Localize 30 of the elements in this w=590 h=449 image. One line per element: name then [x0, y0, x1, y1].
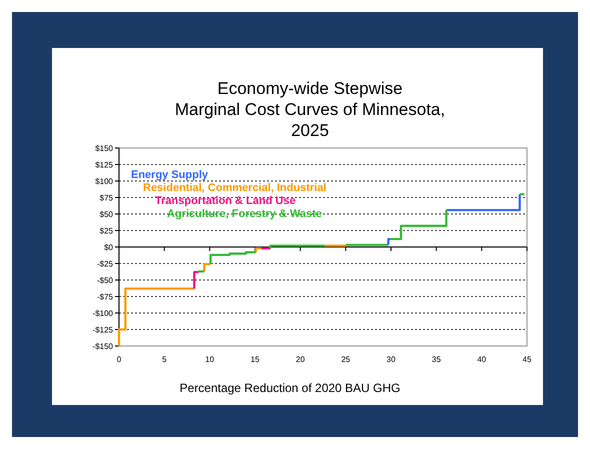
- x-tick-label: 15: [250, 355, 260, 364]
- y-tick-label: -$25: [96, 260, 114, 268]
- y-tick-label: $150: [95, 144, 114, 153]
- x-axis-title: Percentage Reduction of 2020 BAU GHG: [180, 381, 400, 395]
- x-tick-label: 10: [205, 355, 215, 364]
- text: Transportation & Land Use: [155, 195, 296, 207]
- text: Residential, Commercial, Industrial: [143, 182, 326, 194]
- y-tick-label: $0: [104, 243, 114, 252]
- x-tick-label: 0: [116, 355, 122, 364]
- x-tick-label: 20: [296, 355, 306, 364]
- y-tick-label: $75: [100, 194, 114, 202]
- x-tick-label: 45: [522, 355, 532, 364]
- y-tick-label: -$75: [96, 292, 114, 302]
- y-tick-label: -$100: [92, 309, 114, 318]
- text: Energy Supply: [131, 169, 209, 181]
- x-tick-label: 5: [162, 355, 168, 364]
- y-tick-label: -$150: [92, 342, 114, 351]
- x-tick-label: 25: [341, 355, 351, 364]
- y-tick-label: $25: [100, 226, 114, 236]
- y-tick-label: $50: [100, 210, 114, 219]
- chart-title: Economy-wide Stepwise Marginal Cost Curves of Minnesota, 2025: [174, 79, 446, 140]
- x-tick-label: 35: [432, 355, 442, 364]
- y-tick-label: $125: [95, 160, 114, 170]
- y-tick-label: -$50: [96, 276, 114, 285]
- x-tick-label: 30: [386, 355, 396, 364]
- x-tick-label: 40: [477, 355, 487, 364]
- text: Agriculture, Forestry & Waste: [167, 208, 322, 220]
- y-tick-label: $100: [95, 177, 114, 186]
- line-series: [209, 251, 258, 266]
- y-tick-label: -$125: [92, 326, 114, 334]
